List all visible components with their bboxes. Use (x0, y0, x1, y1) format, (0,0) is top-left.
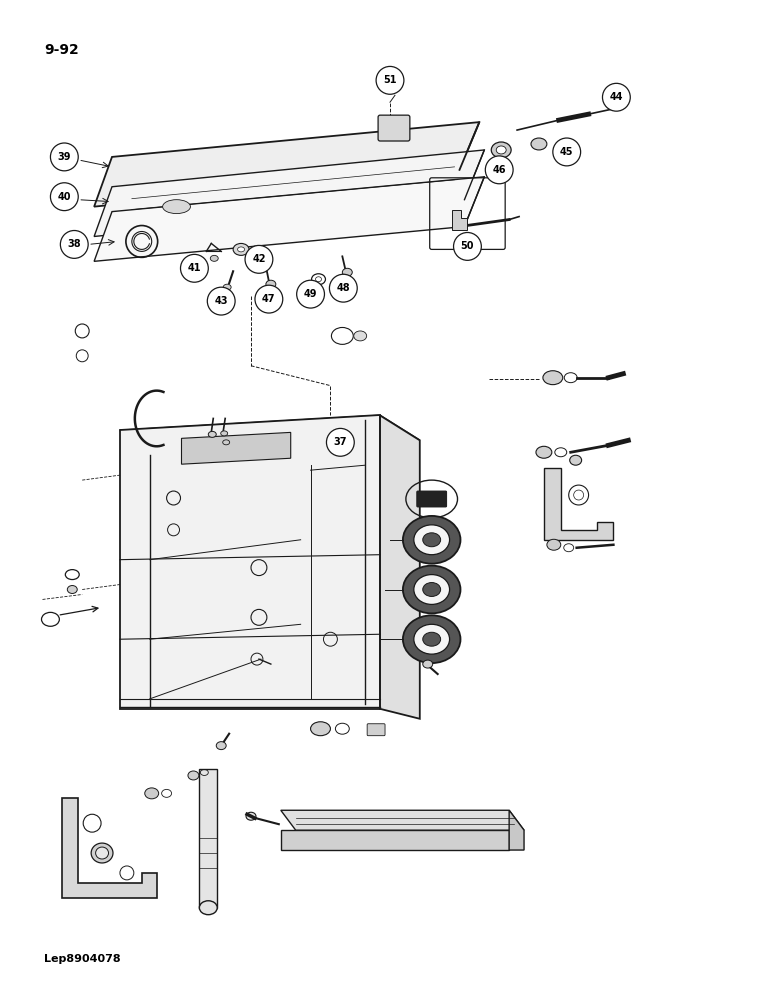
Ellipse shape (403, 516, 460, 564)
Ellipse shape (91, 843, 113, 863)
Ellipse shape (496, 146, 506, 154)
Circle shape (120, 866, 134, 880)
Text: 51: 51 (383, 75, 397, 85)
Ellipse shape (310, 722, 331, 736)
Ellipse shape (145, 788, 158, 799)
Ellipse shape (208, 431, 216, 437)
Text: 45: 45 (560, 147, 573, 157)
Circle shape (255, 285, 283, 313)
Text: 41: 41 (188, 263, 201, 273)
Text: 39: 39 (58, 152, 71, 162)
Ellipse shape (96, 847, 108, 859)
Polygon shape (120, 415, 420, 455)
Polygon shape (544, 468, 613, 540)
Ellipse shape (569, 455, 582, 465)
Circle shape (376, 66, 404, 94)
Ellipse shape (266, 280, 276, 288)
Ellipse shape (163, 200, 190, 214)
Polygon shape (281, 830, 509, 850)
Circle shape (83, 814, 101, 832)
Circle shape (602, 83, 630, 111)
Circle shape (51, 143, 78, 171)
Circle shape (296, 280, 324, 308)
Polygon shape (94, 122, 480, 207)
Ellipse shape (354, 331, 367, 341)
Polygon shape (94, 177, 484, 261)
Polygon shape (94, 150, 484, 236)
FancyBboxPatch shape (417, 491, 447, 507)
Text: 49: 49 (304, 289, 317, 299)
Circle shape (573, 490, 583, 500)
Ellipse shape (414, 575, 449, 604)
Ellipse shape (491, 142, 511, 158)
Ellipse shape (423, 533, 441, 547)
Text: 37: 37 (334, 437, 347, 447)
Ellipse shape (246, 812, 256, 820)
Polygon shape (452, 210, 467, 230)
FancyBboxPatch shape (378, 115, 410, 141)
Ellipse shape (403, 615, 460, 663)
Ellipse shape (238, 247, 245, 252)
Circle shape (327, 428, 354, 456)
Text: 46: 46 (492, 165, 506, 175)
Circle shape (207, 287, 235, 315)
Ellipse shape (403, 566, 460, 613)
Ellipse shape (414, 624, 449, 654)
Text: 9-92: 9-92 (44, 43, 80, 57)
Circle shape (553, 138, 580, 166)
Polygon shape (200, 768, 218, 908)
Circle shape (60, 231, 88, 258)
Ellipse shape (221, 431, 228, 436)
Polygon shape (281, 810, 524, 830)
Ellipse shape (233, 243, 249, 255)
Circle shape (453, 232, 481, 260)
Polygon shape (120, 415, 380, 709)
Ellipse shape (531, 138, 547, 150)
Text: 42: 42 (252, 254, 266, 264)
Polygon shape (62, 798, 157, 898)
Circle shape (180, 254, 208, 282)
Text: 43: 43 (215, 296, 228, 306)
Ellipse shape (223, 284, 231, 290)
Ellipse shape (414, 525, 449, 555)
FancyBboxPatch shape (367, 724, 385, 736)
Ellipse shape (67, 586, 77, 593)
Ellipse shape (543, 371, 562, 385)
Text: Lep8904078: Lep8904078 (44, 954, 121, 964)
Ellipse shape (188, 771, 199, 780)
Ellipse shape (536, 446, 551, 458)
Text: 40: 40 (58, 192, 71, 202)
Text: 50: 50 (461, 241, 474, 251)
Circle shape (245, 245, 273, 273)
Ellipse shape (423, 583, 441, 596)
Circle shape (51, 183, 78, 211)
Circle shape (485, 156, 513, 184)
Ellipse shape (547, 539, 561, 550)
Ellipse shape (211, 255, 218, 261)
Text: 47: 47 (262, 294, 275, 304)
Circle shape (329, 274, 357, 302)
Ellipse shape (423, 632, 441, 646)
Text: 48: 48 (336, 283, 350, 293)
Ellipse shape (423, 660, 433, 668)
Ellipse shape (342, 268, 353, 276)
Polygon shape (380, 415, 420, 719)
Circle shape (569, 485, 589, 505)
Ellipse shape (200, 901, 218, 915)
Text: 38: 38 (67, 239, 81, 249)
Ellipse shape (316, 277, 321, 282)
Polygon shape (509, 810, 524, 850)
Ellipse shape (216, 742, 226, 750)
Ellipse shape (223, 440, 229, 445)
Text: 44: 44 (610, 92, 623, 102)
Polygon shape (182, 432, 291, 464)
